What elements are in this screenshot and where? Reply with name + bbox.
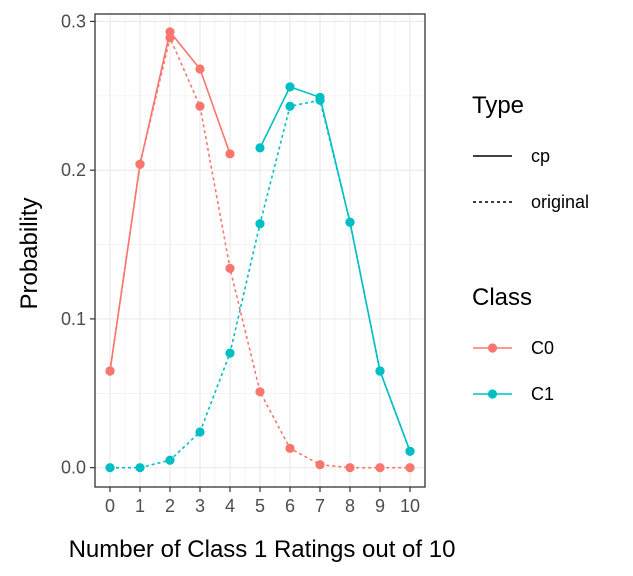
- legend-label-c0: C0: [531, 338, 554, 358]
- data-point-c1-original: [135, 463, 145, 473]
- data-point-c0-cp: [165, 27, 175, 37]
- y-tick-label: 0.0: [61, 458, 86, 478]
- x-tick-label: 1: [135, 496, 145, 516]
- x-tick-label: 7: [315, 496, 325, 516]
- data-point-c1-cp: [255, 143, 265, 153]
- x-tick-label: 0: [105, 496, 115, 516]
- data-point-c1-cp: [375, 366, 385, 376]
- x-tick-label: 9: [375, 496, 385, 516]
- y-tick-label: 0.3: [61, 11, 86, 31]
- data-point-c1-original: [255, 219, 265, 229]
- x-tick-label: 5: [255, 496, 265, 516]
- x-tick-label: 3: [195, 496, 205, 516]
- x-tick-label: 2: [165, 496, 175, 516]
- legend-key-point-c1: [487, 389, 498, 399]
- x-tick-label: 8: [345, 496, 355, 516]
- legend-label-c1: C1: [531, 384, 554, 404]
- y-tick-label: 0.2: [61, 160, 86, 180]
- x-tick-label: 10: [400, 496, 420, 516]
- data-point-c0-cp: [135, 159, 145, 169]
- data-point-c1-original: [285, 101, 295, 111]
- data-point-c1-cp: [285, 82, 295, 92]
- data-point-c0-original: [345, 463, 355, 473]
- data-point-c0-original: [315, 460, 325, 470]
- legend-title-type: Type: [472, 92, 524, 119]
- y-axis-title: Probability: [16, 197, 43, 309]
- data-point-c0-cp: [105, 366, 115, 376]
- series-layer: [105, 27, 415, 473]
- data-point-c1-original: [195, 427, 205, 437]
- data-point-c1-original: [105, 463, 115, 473]
- data-point-c0-cp: [195, 64, 205, 74]
- data-point-c0-original: [195, 101, 205, 111]
- axes: 0 1 2 3 4 5 6 7 8 9 10 0.0 0.1 0.2 0.3: [61, 11, 420, 516]
- series-line-c1-cp: [259, 85, 411, 452]
- data-point-c1-cp: [345, 217, 355, 227]
- legend-label-cp: cp: [531, 146, 550, 166]
- legend-label-original: original: [531, 192, 589, 212]
- data-point-c0-original: [225, 263, 235, 273]
- data-point-c0-original: [405, 463, 415, 473]
- legend-key-point-c0: [487, 343, 498, 353]
- data-point-c1-original: [225, 348, 235, 358]
- data-point-c1-cp: [315, 92, 325, 102]
- data-point-c0-cp: [225, 149, 235, 159]
- data-point-c0-original: [285, 443, 295, 453]
- data-point-c0-original: [375, 463, 385, 473]
- data-point-c1-original: [165, 455, 175, 465]
- x-tick-label: 4: [225, 496, 235, 516]
- legend: Type cp original Class C0 C1: [472, 92, 589, 404]
- series-line-c0-original: [109, 35, 410, 469]
- y-tick-label: 0.1: [61, 309, 86, 329]
- legend-title-class: Class: [472, 284, 532, 311]
- x-axis-title: Number of Class 1 Ratings out of 10: [69, 536, 456, 563]
- data-point-c1-cp: [405, 446, 415, 456]
- data-point-c0-original: [255, 387, 265, 397]
- x-tick-label: 6: [285, 496, 295, 516]
